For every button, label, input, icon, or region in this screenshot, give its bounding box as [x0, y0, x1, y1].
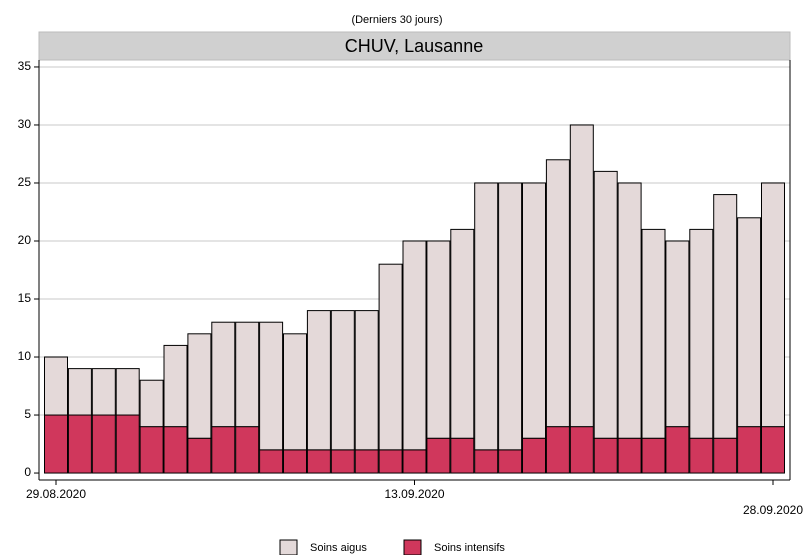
bar-segment: [545, 426, 570, 474]
bar-segment: [163, 344, 188, 428]
y-tick-label: 10: [18, 349, 32, 363]
bar-segment: [378, 263, 403, 451]
bar-segment: [617, 437, 642, 474]
bar-segment: [737, 426, 762, 474]
y-tick-label: 30: [18, 117, 32, 131]
bar-segment: [283, 333, 307, 451]
bar-segment: [474, 449, 499, 474]
bar-segment: [259, 449, 284, 474]
x-tick-label: 29.08.2020: [26, 487, 86, 501]
bar-segment: [306, 310, 331, 451]
bar-segment: [665, 240, 690, 428]
bar-segment: [450, 228, 475, 439]
bar-segment: [713, 194, 738, 439]
bar-segment: [163, 426, 188, 474]
bar-segment: [522, 437, 546, 474]
title-band: [38, 31, 791, 61]
bar-segment: [761, 182, 785, 428]
chart-title: CHUV, Lausanne: [345, 36, 483, 56]
bar-segment: [593, 170, 618, 439]
legend-label: Soins aigus: [310, 542, 367, 554]
bar-segment: [402, 240, 427, 451]
bar-segment: [283, 449, 307, 474]
bar-segment: [593, 437, 618, 474]
y-tick-label: 35: [18, 59, 32, 73]
bar-segment: [211, 321, 236, 428]
bar-segment: [450, 437, 475, 474]
x-tick-label: 13.09.2020: [384, 487, 444, 501]
bar-segment: [569, 124, 594, 428]
legend-swatch: [279, 539, 298, 555]
bar-segment: [641, 437, 666, 474]
bar-segment: [139, 379, 164, 428]
bar-segment: [426, 437, 451, 474]
x-tick-label: 28.09.2020: [743, 503, 803, 517]
y-tick-label: 20: [18, 233, 32, 247]
bar-segment: [617, 182, 642, 439]
bar-segment: [115, 414, 140, 474]
y-tick-label: 25: [18, 175, 32, 189]
y-tick-label: 0: [24, 465, 31, 479]
bar-segment: [259, 321, 284, 451]
bar-segment: [306, 449, 331, 474]
bar-segment: [330, 449, 355, 474]
bar-segment: [498, 182, 523, 451]
bar-segment: [545, 159, 570, 428]
bar-segment: [569, 426, 594, 474]
y-tick-label: 5: [24, 407, 31, 421]
bar-segment: [91, 414, 116, 474]
bar-segment: [91, 368, 116, 416]
chart-subtitle: (Derniers 30 jours): [351, 14, 442, 26]
bar-segment: [689, 437, 714, 474]
bar-segment: [474, 182, 499, 451]
bar-segment: [330, 310, 355, 451]
bar-segment: [689, 228, 714, 439]
bar-segment: [426, 240, 451, 439]
bar-segment: [665, 426, 690, 474]
bar-segment: [67, 368, 92, 416]
y-tick-label: 15: [18, 291, 32, 305]
bar-segment: [522, 182, 546, 439]
bar-segment: [187, 437, 212, 474]
bar-segment: [44, 356, 68, 416]
bar-segment: [187, 333, 212, 439]
bar-segment: [641, 228, 666, 439]
bar-segment: [211, 426, 236, 474]
bar-segment: [737, 217, 762, 428]
bar-segment: [402, 449, 427, 474]
legend-swatch: [403, 539, 422, 555]
bar-segment: [378, 449, 403, 474]
bar-segment: [44, 414, 68, 474]
bar-segment: [713, 437, 738, 474]
bar-segment: [354, 449, 379, 474]
bar-segment: [761, 426, 785, 474]
bar-segment: [139, 426, 164, 474]
legend-label: Soins intensifs: [434, 542, 505, 554]
bar-segment: [235, 321, 260, 428]
bar-segment: [235, 426, 260, 474]
bar-segment: [498, 449, 523, 474]
bar-segment: [115, 368, 140, 416]
bar-segment: [67, 414, 92, 474]
bar-segment: [354, 310, 379, 451]
